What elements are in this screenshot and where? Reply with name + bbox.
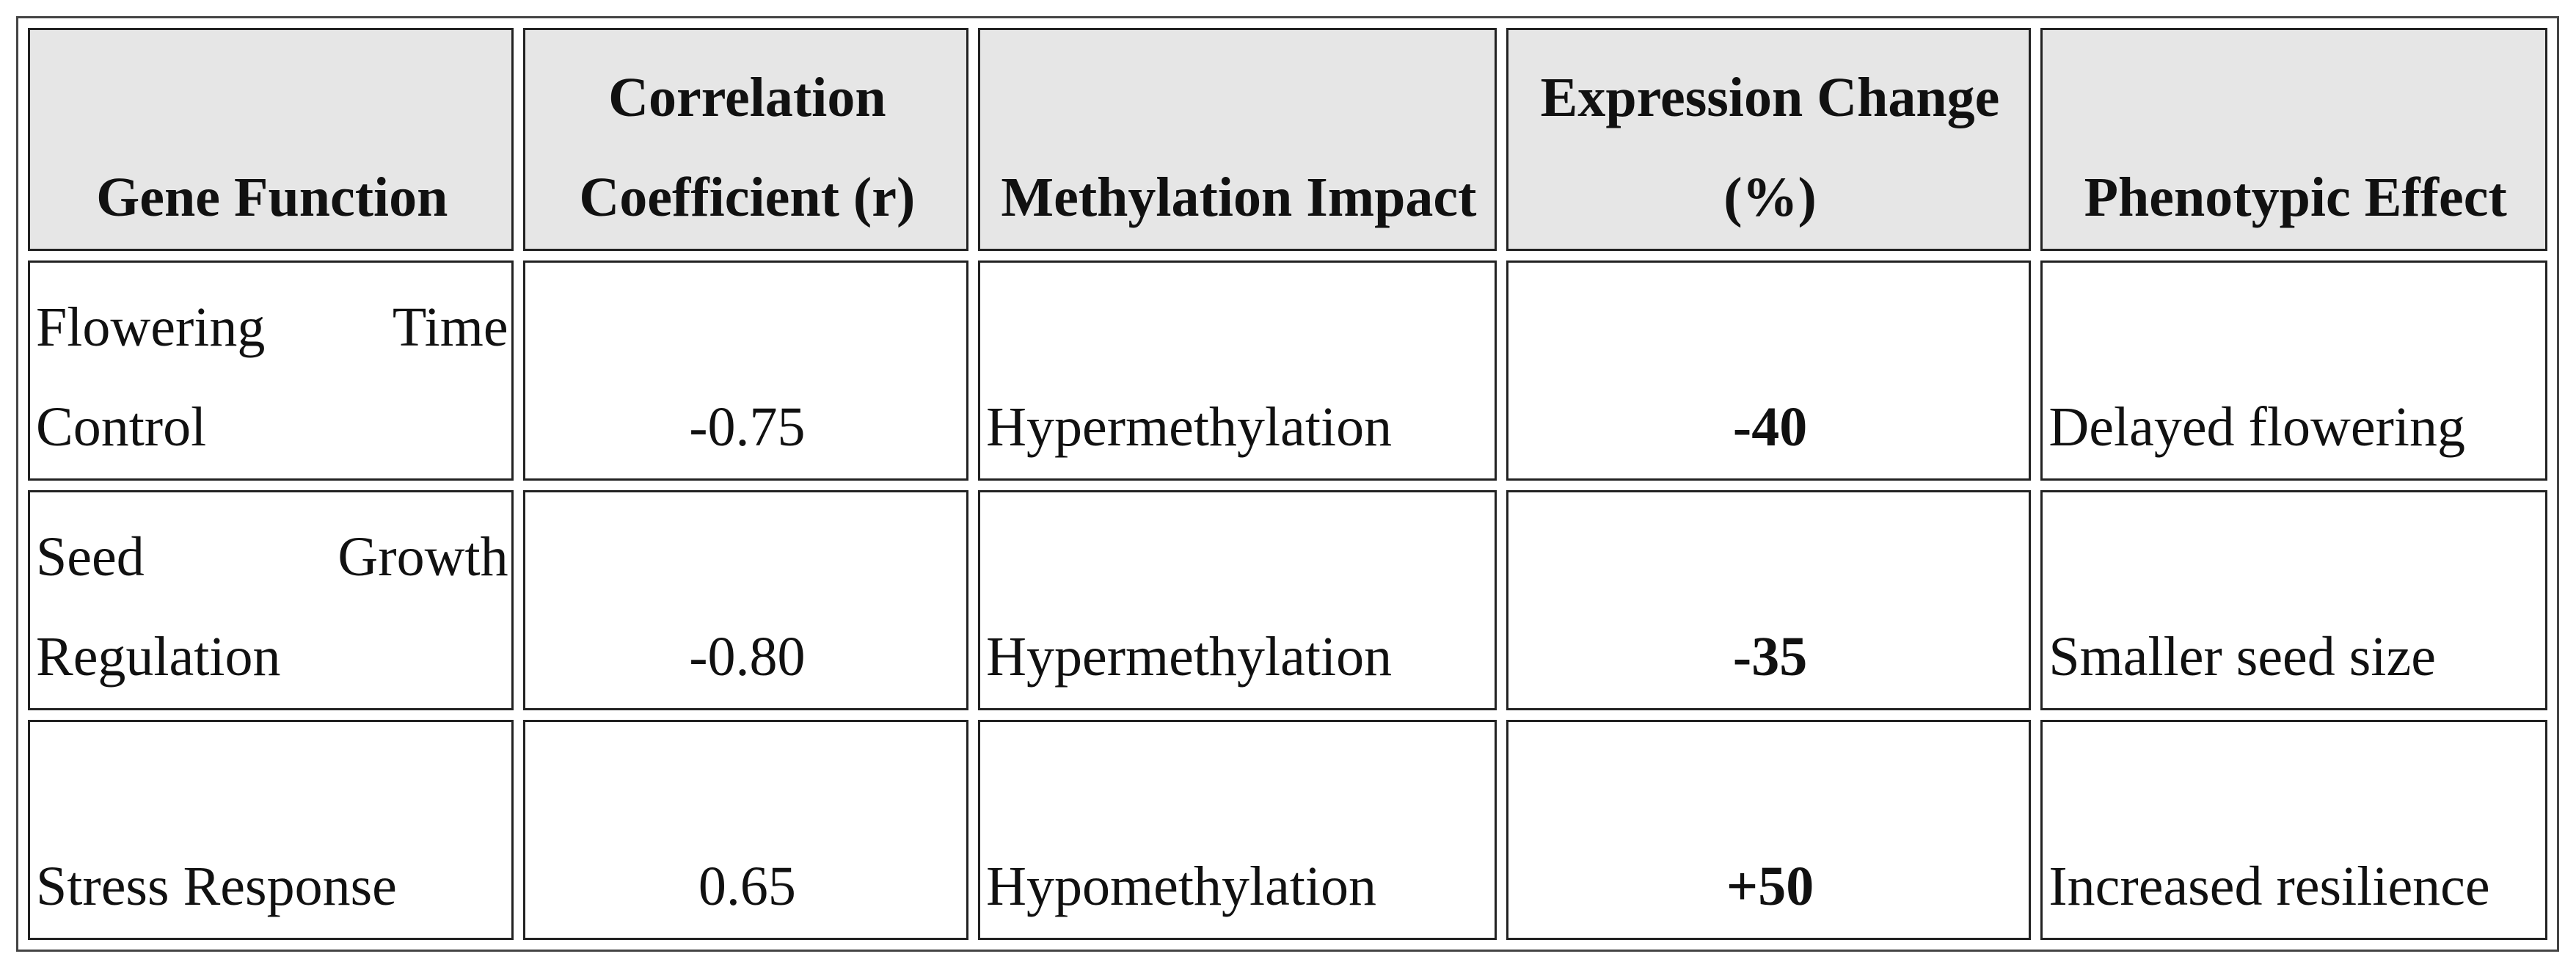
table-cell: Increased resilience: [2040, 720, 2547, 940]
header-cell: Methylation Impact: [978, 28, 1497, 251]
header-cell: Correlation Coefficient (r): [522, 28, 969, 251]
header-cell: Phenotypic Effect: [2040, 28, 2547, 251]
table-cell: -0.75: [522, 260, 969, 481]
table-cell: Smaller seed size: [2040, 490, 2547, 710]
header-row: Gene Function Correlation Coefficient (r)…: [28, 28, 2547, 251]
table-row: Flowering Time Control -0.75 Hypermethylat…: [28, 260, 2547, 481]
table-cell: Hypermethylation: [978, 490, 1497, 710]
table-row: Stress Response 0.65 Hypomethylation +50 Inc…: [28, 720, 2547, 940]
table-cell: Delayed flowering: [2040, 260, 2547, 481]
table-cell: Hypermethylation: [978, 260, 1497, 481]
table-cell: -0.80: [522, 490, 969, 710]
table-cell: Hypomethylation: [978, 720, 1497, 940]
table-cell: Flowering Time Control: [28, 260, 514, 481]
table-cell: -35: [1506, 490, 2032, 710]
data-table: Gene Function Correlation Coefficient (r)…: [16, 16, 2559, 952]
table-cell: 0.65: [522, 720, 969, 940]
table-head: Gene Function Correlation Coefficient (r)…: [28, 28, 2547, 251]
header-cell: Gene Function: [28, 28, 514, 251]
table-cell: Stress Response: [28, 720, 514, 940]
table-cell: +50: [1506, 720, 2032, 940]
table-cell: Seed Growth Regulation: [28, 490, 514, 710]
table-cell: -40: [1506, 260, 2032, 481]
header-cell: Expression Change (%): [1506, 28, 2032, 251]
table-body: Flowering Time Control -0.75 Hypermethylat…: [28, 260, 2547, 940]
table-row: Seed Growth Regulation -0.80 Hypermethylat…: [28, 490, 2547, 710]
